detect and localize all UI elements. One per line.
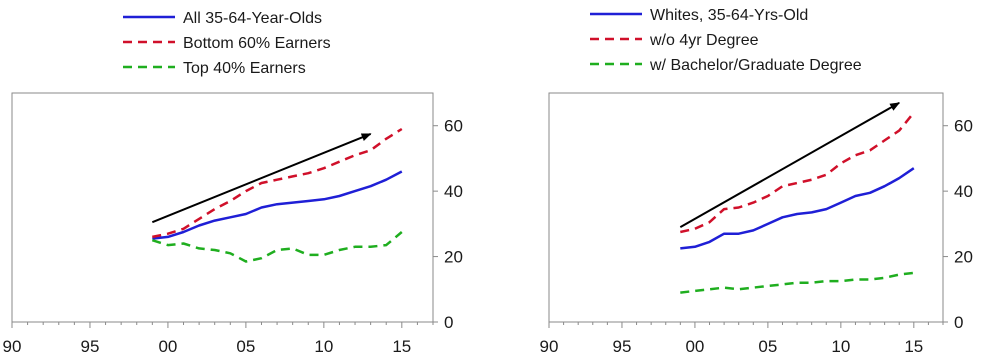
- legend-label-0: Whites, 35-64-Yrs-Old: [650, 7, 808, 24]
- x-tick-label: 05: [236, 337, 255, 356]
- series-line-2: [680, 271, 914, 294]
- trend-arrow: [151, 132, 372, 224]
- plot-frame: [548, 92, 944, 323]
- trend-arrow: [679, 101, 901, 228]
- y-tick-label: 60: [444, 117, 463, 136]
- x-tick-label: 95: [613, 337, 632, 356]
- legend-label-1: Bottom 60% Earners: [183, 35, 331, 52]
- legend-label-2: w/ Bachelor/Graduate Degree: [649, 57, 862, 74]
- y-tick-label: 40: [954, 182, 973, 201]
- series-line-0: [680, 167, 915, 250]
- legend-label-0: All 35-64-Year-Olds: [183, 10, 322, 27]
- y-tick-label: 0: [444, 313, 453, 332]
- y-tick-label: 0: [954, 313, 963, 332]
- series-line-1: [152, 127, 403, 239]
- x-tick-label: 95: [81, 337, 100, 356]
- plot-frame: [11, 92, 434, 323]
- x-tick-label: 00: [158, 337, 177, 356]
- x-tick-label: 00: [685, 337, 704, 356]
- chart-right: 90 95 00 05 10 15 0 20 40 60 Whites, 35-64-Yrs-Old…: [540, 7, 973, 356]
- x-tick-label: 05: [758, 337, 777, 356]
- chart-left: 90 95 00 05 10 15 0 20 40 60 All 35-64-Year-Olds Bo…: [3, 10, 463, 356]
- x-tick-label: 15: [904, 337, 923, 356]
- y-tick-label: 20: [444, 248, 463, 267]
- series-line-1: [680, 111, 915, 234]
- x-tick-label: 90: [540, 337, 559, 356]
- y-tick-label: 60: [954, 117, 973, 136]
- series-line-2: [151, 231, 403, 263]
- x-tick-label: 90: [3, 337, 22, 356]
- x-tick-label: 10: [831, 337, 850, 356]
- y-tick-label: 40: [444, 182, 463, 201]
- x-tick-label: 10: [314, 337, 333, 356]
- x-tick-label: 15: [392, 337, 411, 356]
- legend-label-1: w/o 4yr Degree: [649, 32, 759, 49]
- legend-label-2: Top 40% Earners: [183, 60, 306, 77]
- series-line-0: [152, 170, 403, 240]
- y-tick-label: 20: [954, 248, 973, 267]
